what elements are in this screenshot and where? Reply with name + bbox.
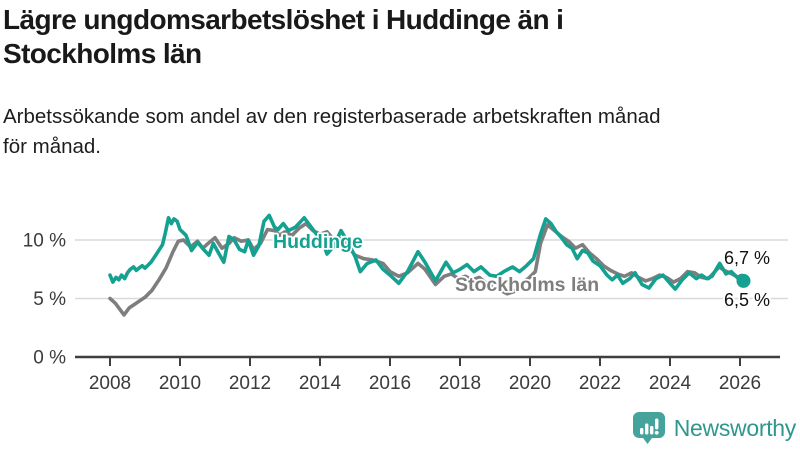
x-tick-label: 2022 [579,373,621,394]
x-tick-label: 2010 [159,373,201,394]
x-tick-label: 2016 [369,373,411,394]
newsworthy-pin-icon [632,412,665,444]
stockholm-end-value-label: 6,7 % [724,248,770,268]
newsworthy-logo[interactable]: Newsworthy [632,411,796,445]
stockholm-line [108,221,744,317]
x-tick-label: 2024 [649,373,692,394]
huddinge-end-dot [736,273,751,288]
x-tick-label: 2020 [509,373,551,394]
y-tick-label: 0 % [33,348,66,369]
title-line-2: Stockholms län [3,38,202,69]
x-tick-label: 2018 [439,373,481,394]
newsworthy-wordmark: Newsworthy [673,414,797,441]
x-axis-ticks: 2008 2010 2012 2014 2016 2018 2020 2022 2024 2026 [89,357,761,394]
subtitle-line-1: Arbetssökande som andel av den registerb… [3,105,661,128]
subtitle-line-2: för månad. [3,135,101,158]
x-tick-label: 2012 [229,373,271,394]
y-tick-label: 5 % [33,289,66,310]
y-tick-label: 10 % [23,231,66,252]
title-line-1: Lägre ungdomsarbetslöshet i Huddinge än … [3,4,564,35]
y-axis-labels: 0 % 5 % 10 % [23,231,66,369]
x-tick-label: 2008 [89,373,131,394]
huddinge-line [108,213,746,291]
x-tick-label: 2026 [719,373,761,394]
huddinge-end-value-label: 6,5 % [724,290,770,310]
stockholm-series-label: Stockholms län [455,274,599,296]
gridlines [75,239,788,300]
chart-subtitle: Arbetssökande som andel av den registerb… [3,102,793,162]
x-tick-label: 2014 [299,373,342,394]
huddinge-series-label: Huddinge [273,231,363,253]
page-title: Lägre ungdomsarbetslöshet i Huddinge än … [3,3,783,71]
